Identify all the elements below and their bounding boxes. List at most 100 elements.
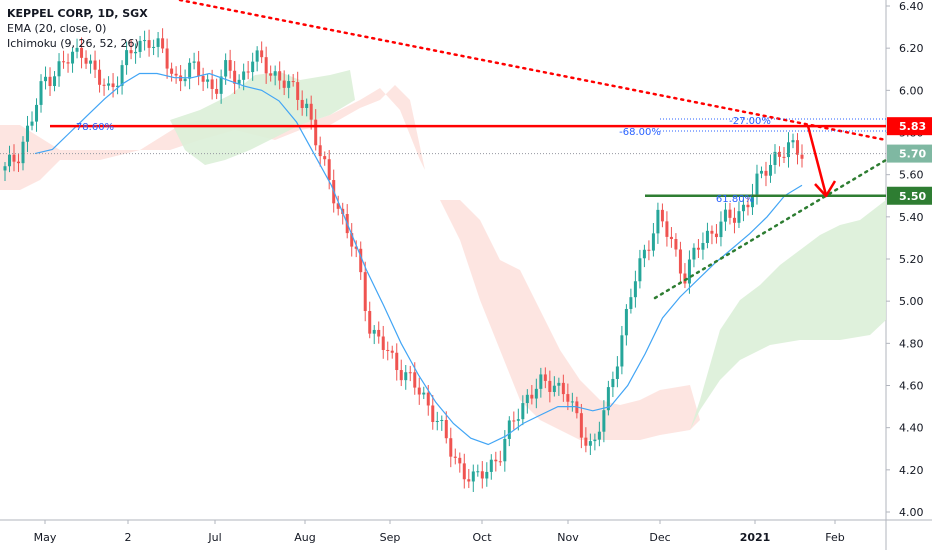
- candle-body: [539, 374, 543, 389]
- candle: [705, 222, 709, 249]
- candle-body: [530, 394, 534, 399]
- candle-body: [26, 125, 30, 142]
- candle: [197, 50, 201, 86]
- candle: [669, 227, 673, 248]
- candle-body: [309, 103, 313, 120]
- candle-body: [66, 62, 70, 64]
- candle: [732, 207, 736, 234]
- candle-body: [372, 329, 376, 334]
- candle: [611, 371, 615, 398]
- candle: [260, 41, 264, 64]
- candle: [336, 195, 340, 216]
- candle-body: [269, 73, 273, 76]
- candle-body: [665, 221, 669, 237]
- candle-body: [768, 164, 772, 176]
- candle: [102, 78, 106, 96]
- candle: [381, 325, 385, 359]
- candle: [764, 161, 768, 187]
- candle: [314, 109, 318, 151]
- candle-body: [732, 217, 736, 223]
- candle-body: [327, 159, 331, 181]
- candle: [138, 35, 142, 58]
- candle: [494, 451, 498, 472]
- candle: [548, 370, 552, 403]
- candle: [521, 395, 525, 426]
- candle-body: [498, 461, 502, 463]
- candle-body: [291, 81, 295, 83]
- candle: [390, 345, 394, 359]
- candle-body: [300, 99, 304, 109]
- candle: [269, 65, 273, 82]
- candle-body: [89, 60, 93, 64]
- candle: [188, 58, 192, 90]
- candle: [692, 243, 696, 268]
- candle-body: [579, 413, 583, 438]
- candle: [161, 28, 165, 54]
- candle-body: [746, 204, 750, 208]
- candle: [530, 385, 534, 405]
- last-price-badge-bg: [887, 144, 932, 163]
- candle-body: [98, 69, 102, 85]
- candle: [75, 38, 79, 59]
- candle: [300, 90, 304, 116]
- candle-body: [359, 248, 363, 273]
- candle: [44, 66, 48, 90]
- candle-body: [773, 151, 777, 165]
- candle: [363, 261, 367, 322]
- candle-body: [719, 221, 723, 238]
- candle-body: [485, 471, 489, 479]
- candle: [678, 241, 682, 284]
- candle-body: [714, 233, 718, 238]
- candle: [660, 203, 664, 228]
- candle: [512, 411, 516, 430]
- candle-body: [647, 249, 651, 251]
- candle-body: [273, 71, 277, 76]
- candle-body: [516, 419, 520, 421]
- candle-body: [30, 121, 34, 126]
- candle: [228, 49, 232, 79]
- candle-body: [21, 141, 25, 164]
- candle-body: [282, 80, 286, 88]
- candle: [386, 341, 390, 361]
- candle-body: [39, 81, 43, 105]
- candle: [435, 411, 439, 431]
- candle: [80, 37, 84, 69]
- candle-body: [503, 438, 507, 462]
- candle-body: [453, 456, 457, 458]
- candle: [557, 377, 561, 396]
- candle-body: [134, 51, 138, 54]
- candle: [440, 415, 444, 431]
- candle-body: [561, 382, 565, 395]
- candle-body: [350, 233, 354, 247]
- candle: [17, 153, 21, 172]
- candle-body: [710, 230, 714, 234]
- candle: [584, 427, 588, 453]
- candle: [773, 144, 777, 174]
- chart-legend: KEPPEL CORP, 1D, SGX EMA (20, close, 0) …: [7, 6, 148, 51]
- candle-body: [170, 68, 174, 74]
- candle-body: [480, 471, 484, 479]
- candle: [647, 240, 651, 261]
- candle: [759, 166, 763, 179]
- candle: [656, 202, 660, 244]
- candle-body: [543, 374, 547, 381]
- candle: [795, 133, 799, 165]
- symbol-title: KEPPEL CORP, 1D, SGX: [7, 7, 148, 20]
- candle-body: [152, 46, 156, 48]
- candle-body: [507, 420, 511, 439]
- candle-body: [237, 79, 241, 84]
- candle: [377, 321, 381, 344]
- candle: [255, 46, 259, 72]
- candle-body: [593, 439, 597, 442]
- candle-body: [201, 75, 205, 82]
- candle-body: [111, 83, 115, 88]
- candle: [525, 389, 529, 414]
- candle-body: [489, 459, 493, 472]
- candle: [579, 403, 583, 449]
- candle-body: [638, 258, 642, 282]
- resistance-badge-label: 5.83: [899, 120, 926, 133]
- candle-body: [192, 61, 196, 63]
- candle-body: [107, 83, 111, 86]
- time-tick-label: Oct: [472, 531, 492, 544]
- candle-body: [615, 366, 619, 379]
